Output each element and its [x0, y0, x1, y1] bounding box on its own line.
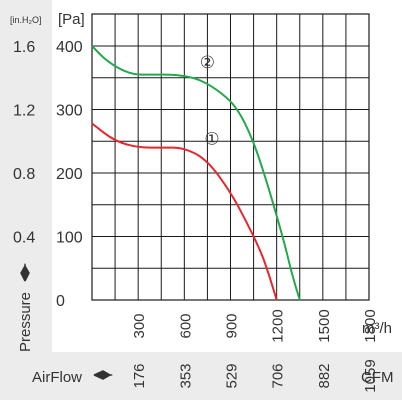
y-tick-label: 100 [56, 230, 83, 247]
y-tick-label: 400 [56, 39, 83, 56]
bottom-band [0, 352, 402, 400]
x-tick-label-secondary: 353 [177, 363, 194, 388]
x-tick-label: 1200 [270, 309, 287, 342]
x-unit-secondary-label: CFM [361, 369, 394, 386]
y-tick-label: 0 [56, 293, 65, 310]
x-tick-label-secondary: 529 [224, 363, 241, 388]
x-tick-label: 600 [177, 313, 194, 338]
x-tick-label-secondary: 1059 [362, 359, 379, 392]
x-tick-label: 1800 [362, 309, 379, 342]
y-tick-label-secondary: 1.2 [13, 103, 35, 120]
x-tick-label-secondary: 882 [316, 363, 333, 388]
series-line-2 [91, 45, 301, 301]
series-lines [91, 45, 301, 301]
x-tick-label-secondary: 176 [131, 363, 148, 388]
y-tick-label: 200 [56, 166, 83, 183]
y-tick-label: 300 [56, 103, 83, 120]
series-line-1 [91, 122, 278, 301]
series-label-1: ① [204, 129, 219, 148]
y-tick-label-secondary: 0.4 [13, 230, 35, 247]
series-label-2: ② [200, 53, 215, 72]
y-axis-arrow-icon [20, 263, 30, 282]
left-band [0, 0, 52, 352]
y-tick-labels-secondary: 0.4 0.8 1.2 1.6 [13, 39, 35, 247]
grid [91, 13, 370, 301]
y-unit-label: [Pa] [58, 11, 85, 28]
x-tick-label: 1500 [316, 309, 333, 342]
x-tick-label: 300 [131, 313, 148, 338]
x-tick-labels: 300 600 900 1200 1500 1800 [131, 309, 379, 342]
curve-labels: ①② [200, 53, 220, 148]
y-unit-secondary-label: [in.H₂O] [10, 15, 42, 25]
x-unit-label: m³/h [362, 320, 392, 337]
y-tick-labels: 0 100 200 300 400 [56, 39, 83, 310]
y-tick-label-secondary: 0.8 [13, 166, 35, 183]
x-axis-label: AirFlow [32, 369, 82, 386]
x-tick-label: 900 [224, 313, 241, 338]
x-tick-label-secondary: 706 [270, 363, 287, 388]
y-tick-label-secondary: 1.6 [13, 39, 35, 56]
x-axis-arrow-icon [93, 370, 113, 380]
y-axis-label: Pressure [17, 292, 34, 352]
x-tick-labels-secondary: 176 353 529 706 882 1059 [131, 359, 379, 392]
